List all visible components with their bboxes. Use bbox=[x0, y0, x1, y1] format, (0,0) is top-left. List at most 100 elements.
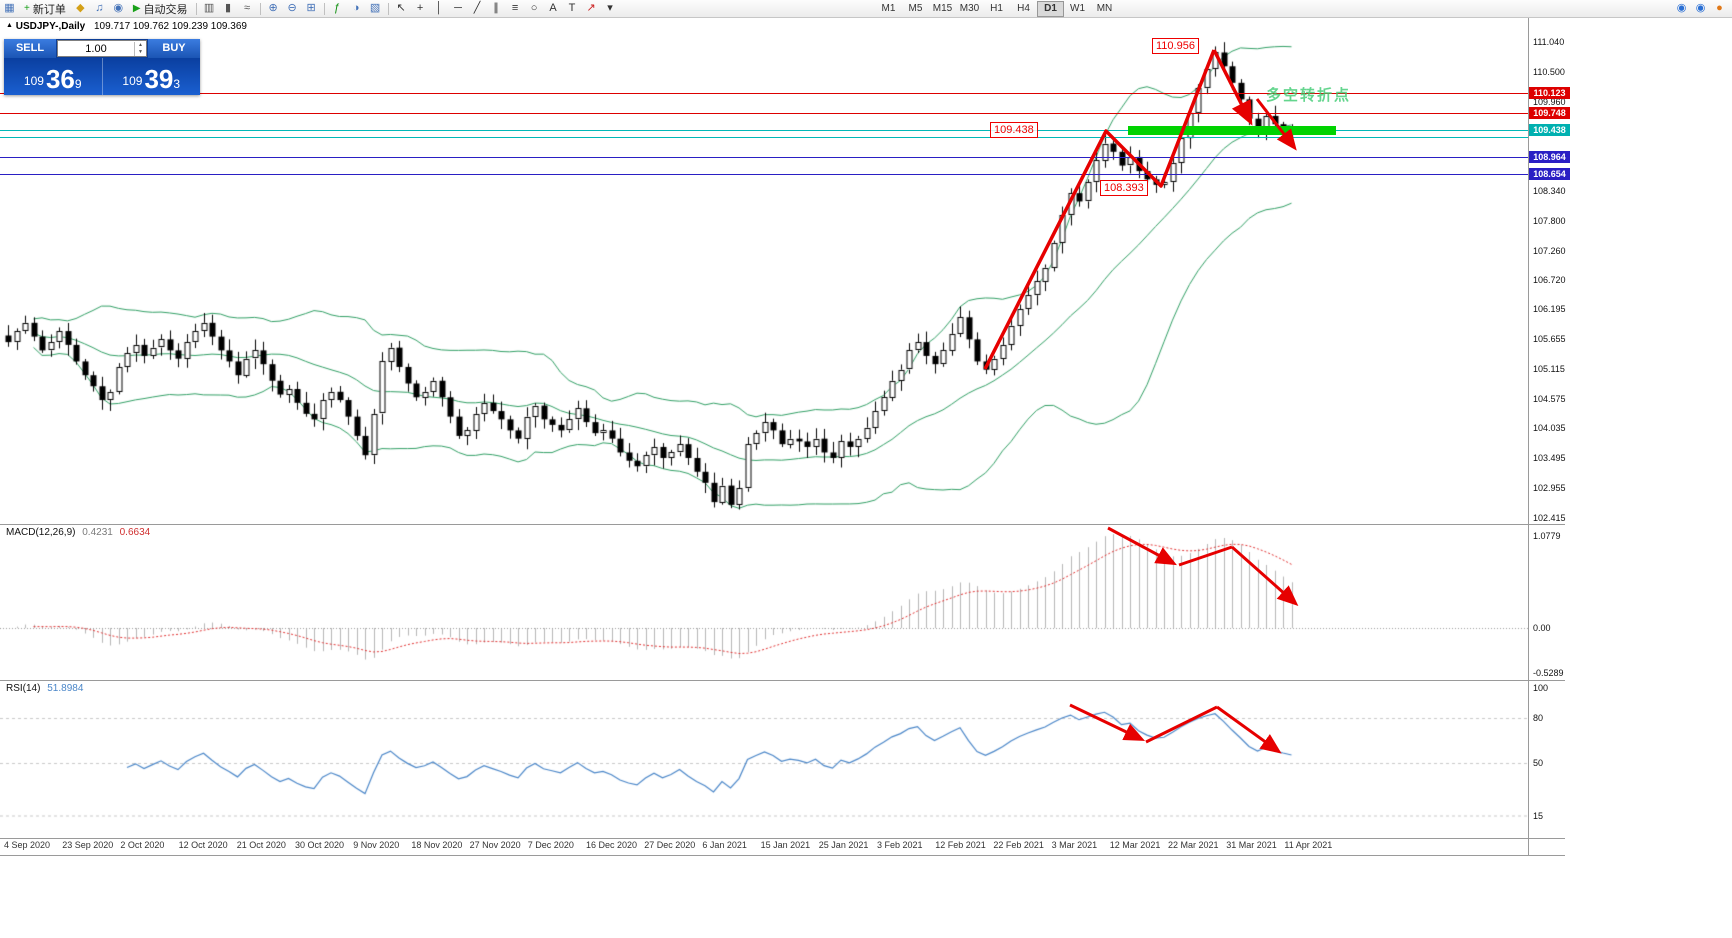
date-label: 16 Dec 2020 bbox=[586, 840, 638, 850]
ask-price[interactable]: 109 39 3 bbox=[101, 58, 201, 95]
zoom-in-icon[interactable]: ⊕ bbox=[268, 2, 278, 14]
date-label: 27 Dec 2020 bbox=[644, 840, 696, 850]
price-tick: 110.500 bbox=[1533, 66, 1565, 77]
date-label: 31 Mar 2021 bbox=[1226, 840, 1277, 850]
chart-header: ▲ USDJPY-,Daily 109.717 109.762 109.239 … bbox=[6, 21, 247, 32]
date-label: 4 Sep 2020 bbox=[4, 840, 51, 850]
macd-axis-label: -0.5289 bbox=[1533, 668, 1564, 679]
close-value: 109.369 bbox=[210, 21, 247, 32]
tile-windows-icon[interactable]: ⊞ bbox=[306, 2, 316, 14]
cursor-icon[interactable]: ↖ bbox=[396, 2, 406, 14]
horizontal-line[interactable] bbox=[0, 113, 1528, 114]
date-label: 12 Oct 2020 bbox=[178, 840, 228, 850]
date-label: 23 Sep 2020 bbox=[62, 840, 114, 850]
timeframe-m5[interactable]: M5 bbox=[908, 3, 923, 14]
date-axis-separator bbox=[0, 838, 1565, 839]
bid-price[interactable]: 109 36 9 bbox=[4, 58, 102, 95]
price-tag: 108.654 bbox=[1529, 167, 1570, 180]
fibonacci-icon[interactable]: ≡ bbox=[511, 2, 519, 14]
news-icon[interactable]: ◉ bbox=[113, 2, 124, 14]
line-chart-icon[interactable]: ≈ bbox=[244, 2, 251, 14]
rsi-canvas[interactable] bbox=[0, 680, 1528, 838]
volume-down-icon[interactable]: ▼ bbox=[138, 48, 143, 55]
price-tag: 109.438 bbox=[1529, 124, 1570, 137]
macd-panel-separator[interactable] bbox=[0, 524, 1565, 525]
toolbar: ▦ + 新订单 ◆ ♫ ◉ ▶ 自动交易 ▥ ▮ ≈ ⊕ ⊖ ⊞ ƒ ◑ ▧ ↖ + │ ─ ╱ ∥ ≡ ○ A T ↗ ▾ M1 M5 M… bbox=[0, 0, 1732, 18]
arrow-tool-icon[interactable]: ↗ bbox=[586, 2, 596, 14]
autotrade-button[interactable]: ▶ 自动交易 bbox=[128, 1, 193, 16]
timeframe-m15[interactable]: M15 bbox=[932, 3, 953, 14]
rsi-panel-separator[interactable] bbox=[0, 680, 1565, 681]
horizontal-line[interactable] bbox=[0, 157, 1528, 158]
bar-chart-icon[interactable]: ▥ bbox=[203, 2, 215, 14]
rsi-axis-label: 50 bbox=[1533, 758, 1544, 768]
date-label: 22 Feb 2021 bbox=[993, 840, 1044, 850]
open-value: 109.717 bbox=[93, 21, 131, 32]
periods-icon[interactable]: ◑ bbox=[352, 2, 360, 14]
timeframe-m30[interactable]: M30 bbox=[959, 3, 980, 14]
date-label: 18 Nov 2020 bbox=[411, 840, 463, 850]
crosshair-icon[interactable]: + bbox=[416, 2, 424, 14]
market-watch-icon[interactable]: ◆ bbox=[76, 2, 85, 14]
date-label: 6 Jan 2021 bbox=[702, 840, 747, 850]
text-icon[interactable]: A bbox=[549, 2, 557, 14]
chart-bottom-border bbox=[0, 855, 1565, 856]
rsi-axis-label: 80 bbox=[1533, 713, 1544, 723]
timeframe-w1[interactable]: W1 bbox=[1070, 3, 1085, 14]
alert-icon[interactable]: ● bbox=[1716, 2, 1723, 14]
volume-up-icon[interactable]: ▲ bbox=[138, 41, 143, 48]
autotrade-icon: ▶ bbox=[132, 3, 141, 14]
macd-title: MACD(12,26,9) bbox=[6, 527, 76, 538]
zoom-out-icon[interactable]: ⊖ bbox=[287, 2, 297, 14]
bid-big: 36 bbox=[45, 64, 75, 94]
trendline-icon[interactable]: ╱ bbox=[473, 2, 481, 14]
price-tick: 104.575 bbox=[1533, 393, 1566, 404]
timeframe-h4[interactable]: H4 bbox=[1017, 3, 1030, 14]
new-order-button[interactable]: + 新订单 bbox=[19, 1, 71, 16]
metaquotes-icon[interactable]: ◉ bbox=[1695, 2, 1706, 14]
sell-button[interactable]: SELL bbox=[4, 39, 56, 58]
volume-input[interactable] bbox=[58, 41, 134, 56]
timeframe-m1[interactable]: M1 bbox=[881, 3, 896, 14]
date-label: 25 Jan 2021 bbox=[818, 840, 869, 850]
shapes-icon[interactable]: ○ bbox=[530, 2, 538, 14]
channel-icon[interactable]: ∥ bbox=[493, 2, 499, 14]
rsi-axis-label: 15 bbox=[1533, 810, 1544, 821]
timeframe-h1[interactable]: H1 bbox=[990, 3, 1003, 14]
turning-point-text[interactable]: 多空转折点 bbox=[1266, 87, 1352, 104]
price-tick: 102.955 bbox=[1533, 483, 1566, 494]
macd-signal-value: 0.6634 bbox=[119, 527, 151, 538]
price-tick: 107.800 bbox=[1533, 215, 1566, 226]
trough-price-label[interactable]: 108.393 bbox=[1100, 180, 1148, 196]
vertical-line-icon[interactable]: │ bbox=[435, 2, 443, 14]
indicators-icon[interactable]: ƒ bbox=[333, 2, 341, 14]
macd-canvas[interactable] bbox=[0, 524, 1528, 680]
horizontal-line[interactable] bbox=[0, 130, 1528, 131]
community-icon[interactable]: ◉ bbox=[1676, 2, 1687, 14]
rsi-value: 51.8984 bbox=[47, 683, 84, 694]
horizontal-line[interactable] bbox=[0, 137, 1528, 138]
ask-head: 109 bbox=[122, 74, 143, 88]
sound-icon[interactable]: ♫ bbox=[95, 2, 104, 14]
date-label: 15 Jan 2021 bbox=[760, 840, 811, 850]
timeframe-d1[interactable]: D1 bbox=[1037, 1, 1064, 17]
volume-box: ▲ ▼ bbox=[57, 40, 147, 57]
peak-price-label[interactable]: 110.956 bbox=[1152, 38, 1199, 54]
buy-button[interactable]: BUY bbox=[148, 39, 200, 58]
horizontal-line[interactable] bbox=[0, 174, 1528, 175]
chart-window-icon[interactable]: ▦ bbox=[4, 2, 15, 14]
date-label: 3 Mar 2021 bbox=[1051, 840, 1098, 850]
label-icon[interactable]: T bbox=[568, 2, 576, 14]
tools-dropdown-icon[interactable]: ▾ bbox=[607, 2, 613, 14]
horizontal-line[interactable] bbox=[0, 93, 1528, 94]
timeframe-mn[interactable]: MN bbox=[1096, 3, 1113, 14]
price-tick: 106.720 bbox=[1533, 275, 1566, 286]
pivot-price-label[interactable]: 109.438 bbox=[990, 122, 1038, 138]
horizontal-line-icon[interactable]: ─ bbox=[454, 2, 462, 14]
candlestick-chart-icon[interactable]: ▮ bbox=[225, 2, 232, 14]
date-label: 12 Feb 2021 bbox=[935, 840, 986, 850]
support-zone-bar[interactable] bbox=[1128, 126, 1336, 135]
templates-icon[interactable]: ▧ bbox=[369, 2, 381, 14]
price-tick: 109.960 bbox=[1533, 96, 1566, 107]
